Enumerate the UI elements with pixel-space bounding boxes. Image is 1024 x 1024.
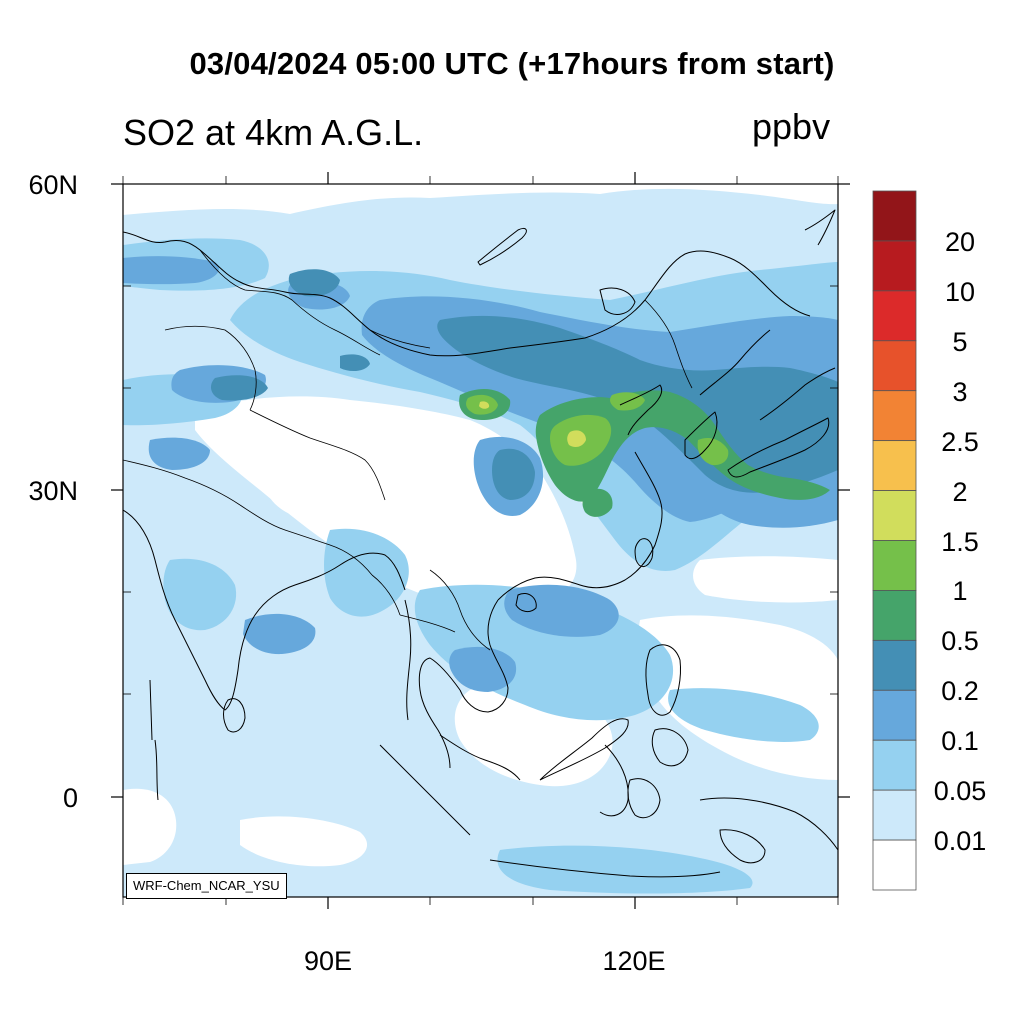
colorbar-label: 0.1 [941,726,979,757]
map-frame [122,183,839,898]
variable-label: SO2 at 4km A.G.L. [123,112,424,153]
colorbar-label: 0.2 [941,676,979,707]
major-ticks [111,172,850,909]
colorbar-label: 0.01 [933,826,987,857]
units-label: ppbv [752,106,831,147]
colorbar-swatch [872,540,917,591]
colorbar-swatch [872,240,917,292]
colorbar-swatch [872,290,917,342]
colorbar-label: 0.05 [933,776,987,807]
colorbar-label: 5 [952,326,968,357]
colorbar-swatch [872,440,917,491]
lon-label-90e: 90E [303,946,353,976]
lat-label-60n: 60N [28,170,78,200]
colorbar-swatch [872,639,917,691]
model-credit: WRF-Chem_NCAR_YSU [126,873,287,899]
national-borders [123,249,693,651]
colorbar-label: 20 [944,226,976,257]
colorbar-swatch [872,739,917,791]
colorbar-swatch [872,340,917,392]
coastlines [123,209,838,878]
plot-title: 03/04/2024 05:00 UTC (+17hours from star… [189,46,835,81]
band-1.5 [479,401,586,448]
so2-field [123,184,838,897]
colorbar-label: 3 [952,376,968,407]
lat-label-30n: 30N [28,476,78,506]
colorbar-label: 0.5 [941,626,979,657]
colorbar-swatch [872,490,917,541]
colorbar-label: 2 [952,476,968,507]
colorbar-label: 2.5 [941,426,979,457]
colorbar-swatch [872,689,917,741]
lat-label-0: 0 [62,783,78,813]
colorbar-label: 1 [952,576,968,607]
colorbar-swatch [872,190,917,242]
colorbar-swatch [872,839,917,891]
colorbar [872,190,917,891]
colorbar-label: 10 [944,276,976,307]
colorbar-label: 1.5 [941,526,979,557]
lon-label-120e: 120E [602,946,666,976]
